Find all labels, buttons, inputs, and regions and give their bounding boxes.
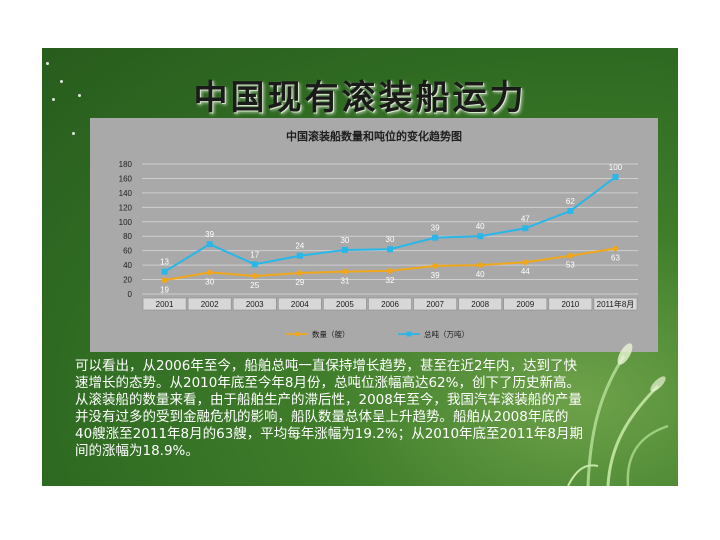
data-point [161,268,168,275]
sparkle-dot [46,62,49,65]
chart-panel: 中国滚装船数量和吨位的变化趋势图 0 20 40 60 80 100 120 140 160 18… [90,118,658,352]
x-tick-box [323,297,367,311]
data-point [297,270,303,276]
legend-marker [406,331,412,337]
x-tick-label: 2005 [336,300,354,309]
data-label: 47 [521,214,530,223]
data-label: 30 [386,235,395,244]
y-tick-label: 100 [119,218,133,227]
slide-title: 中国现有滚装船运力 [193,78,527,118]
x-tick-label: 2006 [381,300,399,309]
y-tick-label: 20 [123,276,132,285]
data-label: 39 [431,271,440,280]
x-tick-label: 2008 [471,300,489,309]
data-point [342,268,348,275]
series-line [164,176,617,273]
x-tick-box [368,297,412,311]
data-label: 30 [205,277,214,286]
data-label: 19 [160,285,169,294]
y-tick-label: 160 [119,174,133,183]
data-label: 39 [431,224,440,233]
data-point [477,262,483,268]
data-point [432,263,438,269]
sparkle-dot [60,80,63,83]
x-tick-label: 2002 [201,300,219,309]
x-tick-box [142,297,187,311]
data-point [567,252,574,259]
data-point [432,234,439,241]
sparkle-dot [52,98,55,101]
x-tick-box [503,297,548,311]
data-label: 32 [386,276,395,285]
x-tick-box [187,297,232,311]
sparkle-dot [72,132,75,135]
data-label: 40 [476,270,485,279]
data-point [522,259,529,266]
data-point [387,268,393,274]
x-tick-box [277,297,322,311]
x-tick-label: 2010 [561,300,579,309]
legend-label: 总吨（万吨） [424,329,469,339]
x-tick-box [232,297,277,311]
x-tick-label: 2003 [246,300,264,309]
y-tick-label: 60 [123,247,132,256]
x-tick-label: 2001 [156,300,174,309]
data-label: 40 [476,222,485,231]
x-tick-label: 2009 [516,300,534,309]
data-label: 29 [295,278,304,287]
data-label: 24 [295,242,304,251]
data-point [387,246,393,253]
x-tick-label: 2011年8月 [597,299,635,309]
data-point [612,174,619,180]
x-tick-box [593,297,638,311]
data-label: 30 [340,236,349,245]
data-point [612,245,619,252]
data-label: 100 [609,163,623,172]
data-label: 25 [250,281,259,290]
data-point [251,261,258,268]
data-point [477,233,484,240]
data-label: 13 [160,258,169,267]
data-point [341,246,348,253]
data-label: 53 [566,261,575,270]
data-point [296,252,303,259]
y-tick-label: 80 [123,232,132,241]
y-tick-label: 140 [119,189,133,198]
data-label: 31 [340,277,349,286]
data-point [522,225,529,232]
slide: 中国现有滚装船运力 中国滚装船数量和吨位的变化趋势图 0 20 40 60 80 100 1… [42,48,678,486]
x-tick-box [413,297,457,311]
caption-text: 可以看出，从2006年至今，船舶总吨一直保持增长趋势，甚至在近2年内，达到了快速… [75,358,583,459]
y-tick-label: 40 [123,261,132,270]
chart-title: 中国滚装船数量和吨位的变化趋势图 [286,130,462,143]
line-chart: 0 20 40 60 80 100 120 140 160 180 2001 2002 2003 2004… [119,160,638,339]
x-tick-label: 2004 [291,300,309,309]
data-label: 62 [566,197,575,206]
data-label: 17 [250,250,259,259]
data-point [251,273,258,279]
data-point [206,269,213,276]
data-label: 63 [611,254,620,263]
x-tick-label: 2007 [426,300,444,309]
x-tick-box [458,297,503,311]
y-tick-label: 180 [119,160,133,169]
y-tick-label: 0 [128,290,133,299]
data-point [206,241,213,248]
grass-decoration [567,343,669,486]
legend-marker [294,331,300,337]
legend-label: 数量（艘） [312,329,350,339]
data-label: 44 [521,267,530,276]
y-tick-label: 120 [119,203,133,212]
x-tick-box [548,297,593,311]
data-point [567,207,574,214]
data-point [161,277,168,284]
sparkle-dot [78,94,81,97]
data-label: 39 [205,230,214,239]
